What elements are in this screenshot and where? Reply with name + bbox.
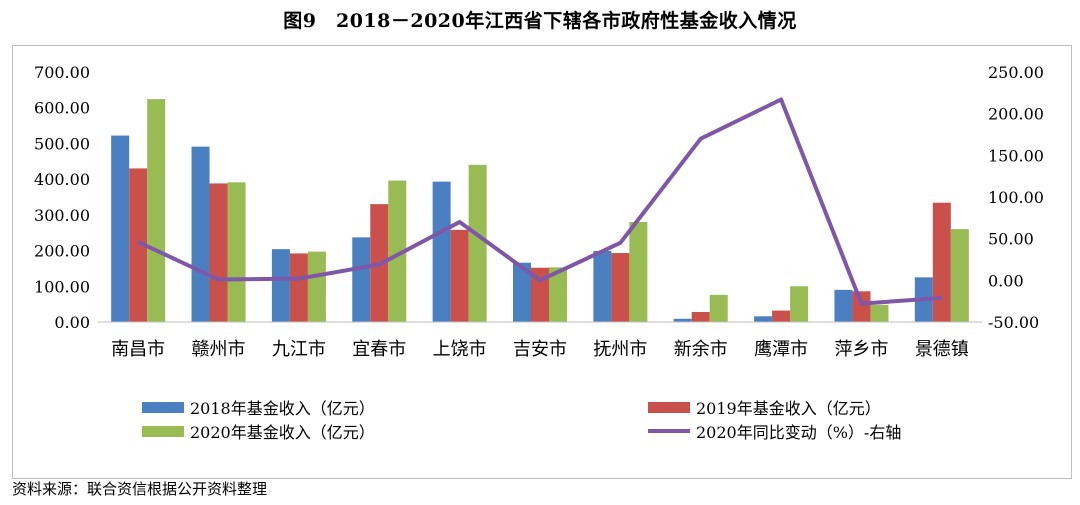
chart-frame [12, 45, 1072, 479]
source-note: 资料来源：联合资信根据公开资料整理 [12, 480, 268, 498]
bar-2019 [531, 267, 549, 322]
bar-2020 [629, 222, 648, 322]
legend-swatch-2020 [142, 425, 184, 437]
bar-2019 [932, 202, 951, 322]
right-axis-tick-label: 0.00 [988, 271, 1024, 290]
bar-2020 [147, 99, 166, 323]
right-axis-tick-label: 50.00 [988, 230, 1034, 249]
legend-item-2018: 2018年基金收入（亿元） [142, 395, 375, 419]
bar-2020 [468, 164, 487, 322]
left-axis-tick-label: 100.00 [34, 277, 90, 296]
bar-2019 [691, 312, 710, 322]
bar-2020 [549, 267, 567, 322]
legend-label-2019: 2019年基金收入（亿元） [696, 399, 881, 418]
bar-2018 [111, 135, 130, 322]
left-axis-tick-label: 400.00 [34, 170, 90, 189]
bar-2019 [450, 229, 469, 322]
right-axis-tick-label: 100.00 [988, 188, 1044, 207]
bar-2018 [352, 237, 371, 322]
left-axis-tick-label: 200.00 [34, 242, 90, 261]
legend-item-2020: 2020年基金收入（亿元） [142, 419, 375, 443]
bar-2019 [772, 310, 791, 322]
bar-2018 [271, 249, 290, 322]
category-label: 萍乡市 [834, 339, 888, 360]
bar-2018 [513, 262, 531, 322]
legend-label-yoy: 2020年同比变动（%）-右轴 [696, 423, 902, 442]
category-label: 宜春市 [352, 339, 406, 360]
bar-2020 [227, 182, 246, 322]
bar-2018 [834, 289, 853, 322]
bar-2020 [307, 251, 326, 322]
legend-swatch-yoy [648, 429, 690, 433]
legend-label-2020: 2020年基金收入（亿元） [190, 423, 375, 442]
bar-2020 [709, 294, 728, 322]
bar-2019 [852, 291, 871, 322]
legend-swatch-2019 [648, 401, 690, 413]
category-label: 吉安市 [513, 339, 567, 360]
bar-2018 [191, 146, 210, 322]
bar-2020 [870, 304, 889, 322]
legend-item-yoy: 2020年同比变动（%）-右轴 [648, 419, 901, 443]
right-axis-tick-label: -50.00 [988, 313, 1039, 332]
bar-2018 [432, 181, 451, 322]
bar-2018 [593, 250, 612, 322]
left-axis-tick-label: 300.00 [34, 206, 90, 225]
bar-2018 [673, 318, 692, 322]
category-label: 赣州市 [192, 339, 246, 360]
bar-2020 [950, 229, 969, 322]
chart-title: 图9 2018－2020年江西省下辖各市政府性基金收入情况 [283, 10, 797, 32]
left-axis-tick-label: 0.00 [54, 313, 90, 332]
left-axis-tick-label: 600.00 [34, 99, 90, 118]
legend-label-2018: 2018年基金收入（亿元） [190, 399, 375, 418]
right-axis-tick-label: 200.00 [988, 105, 1044, 124]
legend-swatch-2018 [142, 401, 184, 413]
category-label: 上饶市 [433, 339, 487, 360]
category-label: 南昌市 [111, 339, 165, 360]
left-axis-tick-label: 500.00 [34, 134, 90, 153]
category-label: 景德镇 [915, 339, 969, 360]
right-axis-tick-label: 250.00 [988, 63, 1044, 82]
bar-2019 [289, 253, 308, 322]
bar-2019 [611, 253, 630, 322]
category-label: 新余市 [674, 339, 728, 360]
category-label: 九江市 [272, 339, 326, 360]
category-label: 鹰潭市 [754, 339, 808, 360]
category-label: 抚州市 [593, 339, 647, 360]
bar-2018 [754, 316, 773, 322]
bar-2019 [129, 168, 148, 322]
right-axis-tick-label: 150.00 [988, 146, 1044, 165]
legend-item-2019: 2019年基金收入（亿元） [648, 395, 881, 419]
bar-2020 [790, 286, 809, 322]
bar-2020 [388, 180, 407, 322]
bar-2019 [209, 183, 228, 322]
left-axis-tick-label: 700.00 [34, 63, 90, 82]
